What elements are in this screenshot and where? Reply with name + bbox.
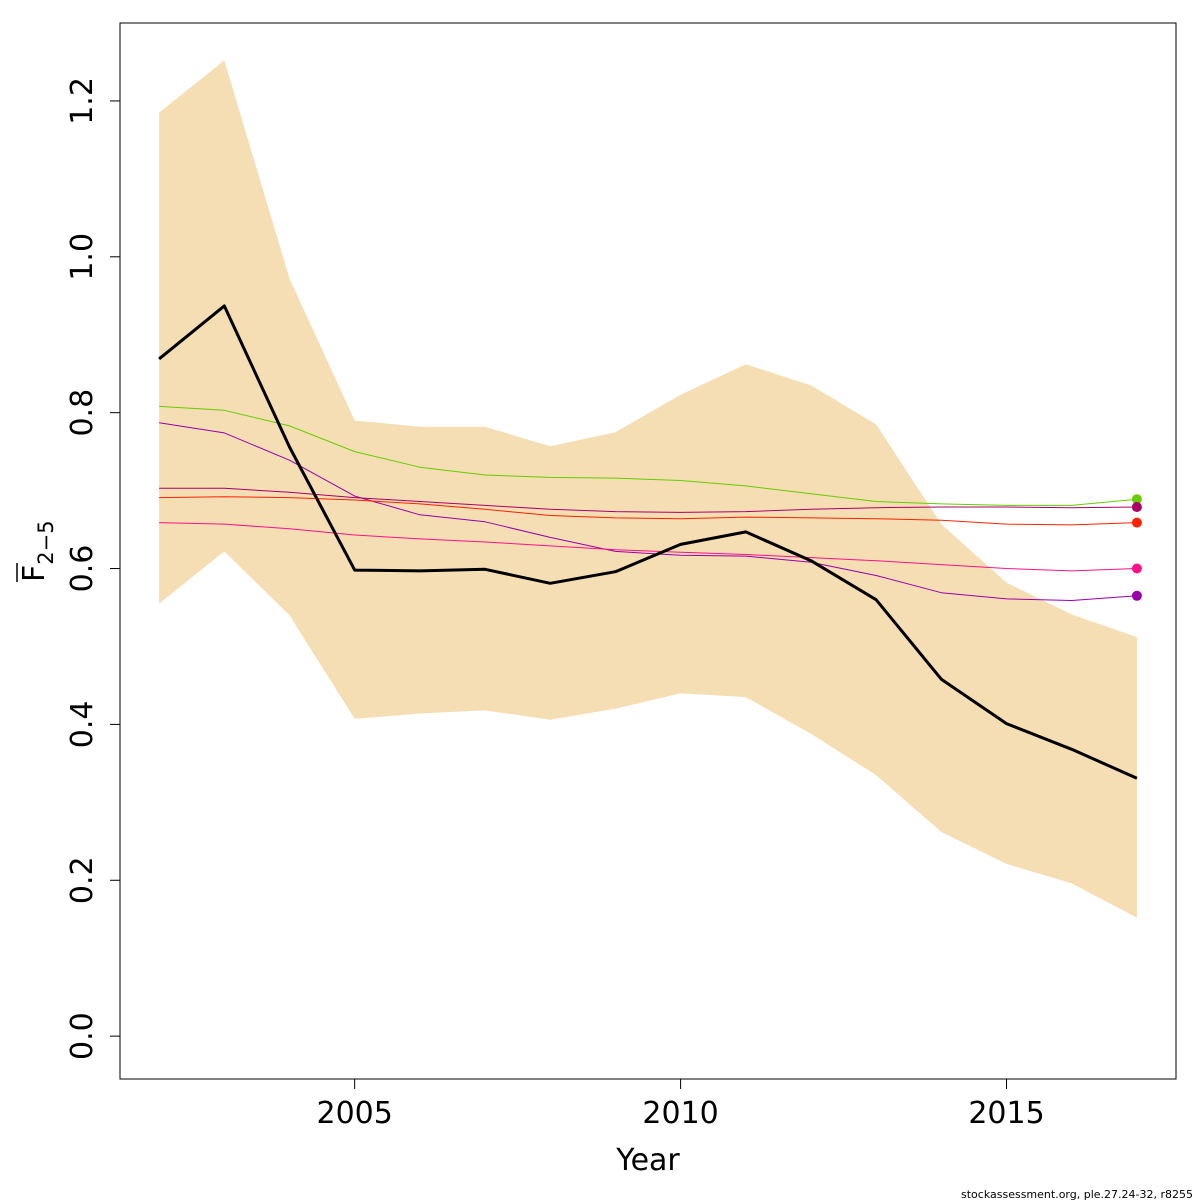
x-tick-label: 2010 xyxy=(642,1096,718,1131)
series-line-3 xyxy=(159,422,1137,601)
x-tick-label: 2015 xyxy=(968,1096,1044,1131)
series-endpoint-2 xyxy=(1131,494,1142,505)
confidence-band xyxy=(159,60,1137,918)
x-tick-label: 2005 xyxy=(316,1096,392,1131)
series-line-2 xyxy=(159,405,1137,506)
confidence-band-layer xyxy=(159,60,1137,918)
series-endpoint-4 xyxy=(1131,502,1142,512)
y-tick-label: 0.4 xyxy=(65,701,100,749)
series-layer xyxy=(158,304,1138,780)
y-tick-label: 0.0 xyxy=(65,1012,100,1060)
series-endpoint-3 xyxy=(1131,590,1142,601)
series-endpoint-5 xyxy=(1131,517,1142,528)
series-line-1 xyxy=(158,304,1138,780)
y-axis: 0.0 0.2 0.4 0.6 0.8 1.0 1.2 xyxy=(65,77,121,1060)
y-axis-title-subscript: 2−5 xyxy=(34,520,58,564)
y-tick-label: 1.0 xyxy=(65,233,100,281)
series-line-5 xyxy=(159,496,1137,526)
series-line-4 xyxy=(159,487,1137,513)
y-axis-title: F2−5 xyxy=(16,520,58,582)
y-tick-label: 0.2 xyxy=(65,856,100,904)
y-axis-title-base: F xyxy=(17,565,52,582)
endpoint-layer xyxy=(1131,494,1142,601)
x-axis-title: Year xyxy=(615,1143,680,1178)
x-axis: 2005 2010 2015 xyxy=(316,1078,1045,1131)
y-tick-label: 0.6 xyxy=(65,545,100,593)
svg-text:F2−5: F2−5 xyxy=(17,520,58,582)
y-tick-label: 1.2 xyxy=(65,77,100,125)
footer-credit: stockassessment.org, ple.27.24-32, r8255 xyxy=(961,1188,1193,1200)
series-line-6 xyxy=(159,522,1137,572)
series-endpoint-6 xyxy=(1131,563,1142,574)
y-tick-label: 0.8 xyxy=(65,389,100,437)
